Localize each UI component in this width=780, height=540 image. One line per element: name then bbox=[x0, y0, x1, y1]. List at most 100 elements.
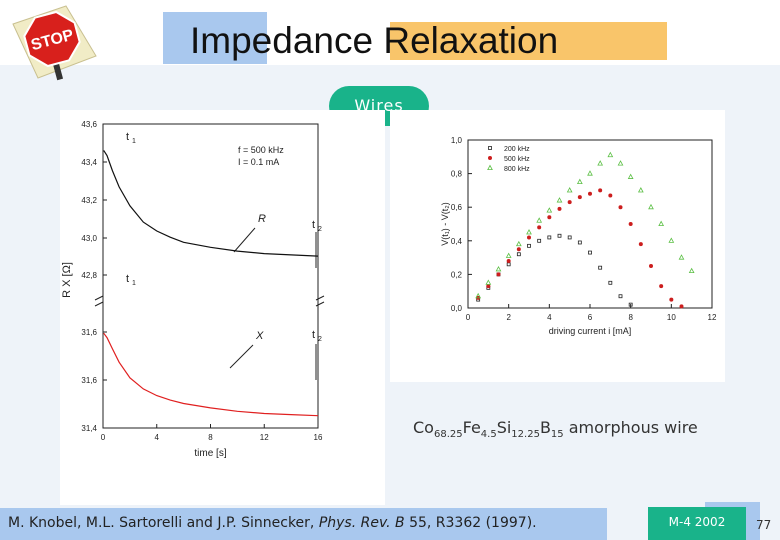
title-accent-blue bbox=[163, 12, 267, 64]
y-tick-label: 43,6 bbox=[81, 120, 97, 129]
data-point bbox=[506, 258, 511, 263]
citation: M. Knobel, M.L. Sartorelli and J.P. Sinn… bbox=[8, 515, 537, 531]
y-axis-label: R X [Ω] bbox=[61, 262, 73, 298]
stop-sign-icon: STOP bbox=[12, 5, 97, 81]
wire-composition: Co68.25Fe4.5Si12.25B15 amorphous wire bbox=[413, 418, 698, 440]
data-point bbox=[475, 292, 482, 299]
legend-label: 800 kHz bbox=[504, 166, 530, 173]
stop-sign-octagon bbox=[23, 10, 81, 68]
current-annotation: I = 0.1 mA bbox=[238, 157, 279, 167]
data-point bbox=[496, 272, 501, 277]
x-tick-label: 6 bbox=[588, 313, 593, 322]
r-curve-label: R bbox=[258, 213, 266, 225]
footer-label: M-4 2002 bbox=[648, 507, 746, 540]
data-point bbox=[556, 197, 563, 203]
y-axis-label: V(t₁) - V(t₂) bbox=[440, 202, 450, 246]
composition-element: B bbox=[539, 418, 551, 437]
x-tick-label: 4 bbox=[547, 313, 552, 322]
data-point bbox=[526, 229, 532, 235]
page-number: 77 bbox=[756, 518, 772, 532]
slide-title: Impedance Relaxation bbox=[190, 20, 559, 61]
data-point bbox=[577, 240, 582, 245]
legend-label: 200 kHz bbox=[504, 146, 530, 153]
composition-subscript: 68.25 bbox=[433, 429, 463, 441]
data-point bbox=[669, 297, 674, 302]
y-tick-label: 42,8 bbox=[81, 271, 97, 280]
x-tick-label: 4 bbox=[155, 433, 160, 442]
x-tick-label: 16 bbox=[314, 433, 323, 442]
citation-journal: Phys. Rev. B bbox=[318, 515, 405, 531]
data-point bbox=[617, 160, 624, 166]
data-point bbox=[537, 238, 542, 243]
reference-bar bbox=[0, 508, 607, 540]
data-point bbox=[536, 217, 543, 223]
data-point bbox=[566, 187, 573, 193]
relaxation-chart: 0 4 8 12 1643,643,443,243,042,831,631,631,4t… bbox=[61, 120, 325, 459]
data-point bbox=[608, 280, 613, 285]
composition-subscript: 15 bbox=[550, 429, 564, 441]
data-point bbox=[527, 243, 531, 248]
x-tick-label: 0 bbox=[101, 433, 106, 442]
data-point bbox=[546, 207, 553, 213]
upper-t1-sub: 1 bbox=[132, 138, 136, 145]
composition-element: Si bbox=[496, 418, 512, 437]
current-chart: 0 2 4 6 8 10 12 0,0 0,2 0,4 0,6 0,8 1,0 driving curre… bbox=[440, 136, 717, 336]
x-tick-label: 2 bbox=[506, 313, 511, 322]
data-point bbox=[627, 173, 634, 179]
data-point bbox=[588, 191, 592, 196]
upper-t2-sub: 2 bbox=[318, 226, 322, 233]
x-series-line bbox=[103, 332, 319, 417]
current-chart-panel: 0 2 4 6 8 10 12 0,0 0,2 0,4 0,6 0,8 1,0 driving curre… bbox=[390, 110, 725, 382]
data-point bbox=[638, 242, 643, 247]
y-tick-label: 0,4 bbox=[451, 237, 463, 246]
data-point bbox=[679, 304, 684, 309]
citation-authors: M. Knobel, M.L. Sartorelli and J.P. Sinn… bbox=[8, 515, 319, 531]
data-point bbox=[495, 266, 502, 272]
data-point bbox=[637, 187, 644, 193]
data-point bbox=[547, 215, 552, 220]
composition-subscript: 12.25 bbox=[511, 429, 540, 441]
data-point bbox=[506, 262, 511, 267]
y-tick-label: 0,6 bbox=[451, 203, 463, 212]
data-point bbox=[668, 237, 675, 243]
composition-element: Co bbox=[413, 418, 434, 437]
data-point bbox=[516, 252, 521, 257]
data-point bbox=[597, 160, 604, 166]
data-point bbox=[516, 247, 521, 252]
data-point bbox=[598, 265, 603, 270]
axis-break-left bbox=[94, 295, 104, 307]
data-point bbox=[515, 240, 522, 247]
y-tick-label: 0,0 bbox=[451, 304, 463, 313]
lower-t1-sub: 1 bbox=[132, 280, 136, 287]
y-tick-label: 31,4 bbox=[81, 424, 97, 433]
y-tick-label: 43,4 bbox=[81, 158, 97, 167]
composition-subscript: 4.5 bbox=[480, 429, 497, 441]
data-point bbox=[658, 220, 665, 226]
lower-t2-label: t bbox=[312, 329, 315, 341]
axis-break-right bbox=[315, 295, 325, 307]
data-point bbox=[618, 205, 623, 210]
legend-marker bbox=[488, 146, 492, 150]
r-series-line bbox=[103, 150, 319, 257]
composition-suffix: amorphous wire bbox=[568, 418, 698, 437]
data-point bbox=[567, 200, 572, 205]
data-point bbox=[576, 178, 583, 184]
data-point bbox=[678, 254, 685, 260]
citation-details: 55, R3362 (1997). bbox=[404, 515, 537, 531]
data-point bbox=[648, 203, 654, 210]
y-tick-label: 1,0 bbox=[451, 136, 463, 145]
x-axis-label: driving current i [mA] bbox=[549, 326, 632, 336]
data-point bbox=[588, 250, 592, 255]
upper-t2-label: t bbox=[312, 219, 315, 231]
y-tick-label: 43,2 bbox=[81, 196, 97, 205]
y-tick-label: 43,0 bbox=[81, 234, 97, 243]
upper-t1-label: t bbox=[126, 131, 129, 143]
legend-marker bbox=[488, 156, 492, 160]
composition-element: Fe bbox=[462, 418, 481, 437]
x-tick-label: 12 bbox=[260, 433, 269, 442]
data-point bbox=[628, 222, 633, 226]
data-point bbox=[608, 193, 613, 198]
frequency-annotation: f = 500 kHz bbox=[238, 145, 284, 155]
r-pointer-arrow bbox=[233, 227, 256, 253]
data-point bbox=[618, 294, 623, 299]
